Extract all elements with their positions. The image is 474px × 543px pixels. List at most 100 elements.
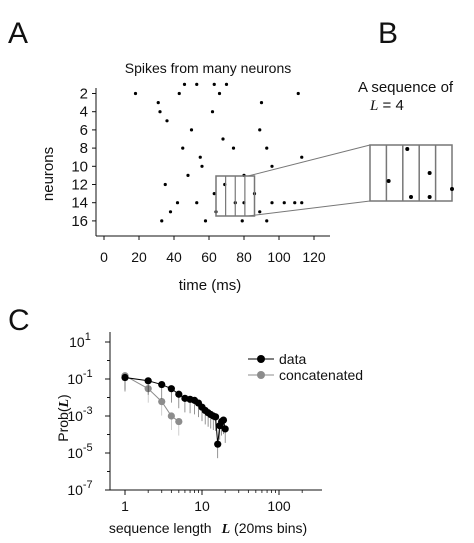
spike-point	[296, 91, 300, 96]
series-point	[211, 413, 220, 421]
raster-x-tick-label: 120	[302, 249, 326, 265]
zoom-inset: A sequence of L = 4	[358, 79, 454, 202]
raster-y-tick-label: 12	[71, 177, 88, 194]
spike-point	[189, 128, 194, 132]
spike-point	[198, 155, 202, 159]
raster-x-tick-label: 20	[131, 249, 147, 265]
spike-point	[259, 101, 264, 105]
prob-series	[121, 372, 229, 459]
zoom-spike-point	[409, 195, 413, 199]
zoom-connector-top	[247, 144, 371, 177]
spike-point	[200, 164, 204, 168]
spike-point	[175, 201, 180, 205]
series-point	[214, 440, 222, 448]
panel-label-b: B	[378, 17, 398, 50]
prob-plot: 101 10-1 10-3 10-5 10-7 1 10 100 data concaten…	[55, 331, 363, 537]
raster-x-ticks: 0 20 40 60 80 100 120	[100, 236, 326, 265]
spike-point	[258, 128, 262, 132]
raster-x-tick-label: 60	[201, 249, 217, 265]
raster-y-tick-label: 14	[71, 195, 88, 212]
spike-point	[158, 110, 162, 114]
spike-point	[282, 201, 286, 205]
legend-concat-label: concatenated	[279, 367, 363, 383]
raster-y-tick-label: 10	[71, 158, 88, 175]
raster-y-tick-label: 4	[80, 104, 88, 121]
raster-x-tick-label: 40	[166, 249, 182, 265]
spike-point	[258, 210, 262, 214]
spike-point	[293, 201, 297, 205]
spike-point	[231, 146, 236, 150]
spike-point	[163, 182, 167, 187]
spike-point	[300, 201, 304, 205]
raster-x-label: time (ms)	[179, 277, 242, 294]
spike-point	[133, 91, 138, 96]
spike-point	[224, 82, 229, 86]
spike-point	[181, 146, 185, 150]
spike-point	[217, 91, 222, 96]
series-point	[167, 412, 175, 420]
prob-x-label-prefix: sequence length	[109, 520, 212, 536]
zoom-box-rect	[369, 144, 453, 202]
prob-x-label: sequence length L (20ms bins)	[109, 520, 307, 537]
zoom-spike-point	[427, 195, 432, 199]
zoom-title-var: L	[369, 98, 378, 114]
raster-y-tick-label: 8	[80, 140, 88, 157]
legend-data-marker	[257, 355, 265, 363]
spike-point	[195, 82, 199, 86]
series-point	[175, 417, 183, 426]
spike-point	[270, 201, 274, 205]
prob-y-tick-label: 101	[69, 331, 91, 350]
spike-point	[156, 101, 160, 105]
prob-y-label-suffix: )	[55, 394, 71, 399]
series-data	[121, 373, 229, 459]
prob-y-label-var: L	[57, 399, 72, 409]
spike-point	[221, 137, 225, 141]
prob-x-label-var: L	[221, 522, 231, 537]
series-point	[158, 380, 166, 389]
prob-y-label-prefix: Prob(	[55, 407, 71, 442]
raster-x-tick-label: 100	[267, 249, 291, 265]
zoom-title-line2: L = 4	[369, 97, 404, 114]
spike-point	[203, 219, 208, 223]
panel-label-c: C	[8, 304, 30, 337]
spike-point	[265, 146, 269, 150]
legend-concat-marker	[257, 371, 265, 379]
series-point	[219, 416, 228, 424]
highlight-window	[215, 175, 256, 217]
spike-point	[212, 82, 216, 86]
raster-y-tick-label: 16	[71, 213, 88, 230]
series-point	[175, 390, 183, 398]
prob-y-tick-label: 10-7	[67, 479, 92, 498]
prob-x-label-suffix: (20ms bins)	[230, 520, 307, 536]
prob-x-tick-label: 10	[194, 498, 210, 514]
legend-data-label: data	[279, 351, 306, 367]
prob-x-tick-label: 1	[121, 498, 129, 514]
prob-y-tick-label: 10-5	[67, 442, 92, 461]
legend: data concatenated	[248, 351, 363, 383]
zoom-connector-bottom	[247, 200, 371, 217]
zoom-title-eq: = 4	[378, 97, 403, 114]
raster-x-tick-label: 80	[236, 249, 252, 265]
series-point	[167, 385, 175, 393]
spike-point	[300, 155, 304, 159]
prob-y-tick-label: 10-1	[67, 368, 92, 387]
raster-x-tick-label: 0	[100, 249, 108, 265]
prob-y-ticks: 101 10-1 10-3 10-5 10-7	[67, 331, 110, 498]
panel-label-a: A	[8, 17, 28, 50]
prob-y-label: Prob(L)	[55, 394, 72, 441]
spike-point	[168, 210, 173, 214]
raster-y-tick-label: 2	[80, 86, 88, 103]
spike-point	[210, 110, 215, 114]
prob-x-tick-label: 100	[267, 498, 291, 514]
spike-point	[195, 201, 199, 205]
raster-title: Spikes from many neurons	[125, 60, 292, 76]
prob-x-ticks: 1 10 100	[121, 490, 303, 514]
zoom-title-line1: A sequence of	[358, 79, 454, 96]
series-point	[221, 425, 229, 433]
raster-y-label: neurons	[40, 147, 57, 201]
spike-point	[186, 173, 190, 177]
spike-point	[165, 119, 169, 123]
spike-point	[265, 219, 269, 223]
